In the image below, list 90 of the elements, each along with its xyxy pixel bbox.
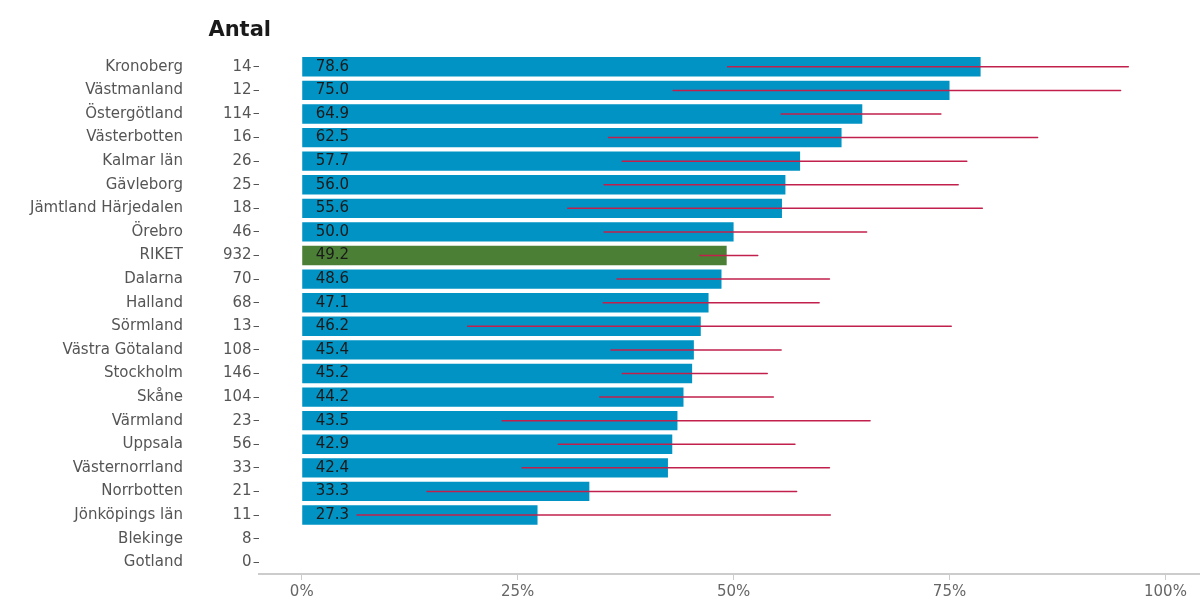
y2-tick-label: 104 [222, 386, 252, 405]
y-tick-label: Västmanland [85, 80, 183, 99]
y2-tick-label: 16 [232, 127, 252, 146]
bar [302, 481, 590, 502]
data-label: 33.3 [315, 481, 350, 500]
y2-tick-label: 68 [232, 292, 252, 311]
data-label: 42.9 [315, 434, 350, 453]
y2-tick-label: 56 [232, 434, 252, 453]
data-label: 55.6 [315, 198, 350, 217]
y-tick-label: Västernorrland [72, 457, 183, 476]
data-label: 27.3 [315, 504, 350, 523]
data-label: 44.2 [315, 386, 350, 405]
y-tick-label: Kronoberg [105, 56, 183, 75]
y2-tick-label: 8 [242, 528, 252, 547]
bar [302, 245, 727, 266]
bar [302, 222, 734, 242]
data-label: 56.0 [315, 174, 350, 193]
y-tick-label: Blekinge [118, 528, 183, 547]
y-tick-label: Uppsala [122, 434, 183, 453]
bar [302, 340, 694, 360]
y-tick-label: Skåne [137, 386, 183, 405]
x-tick-label: 0% [289, 581, 314, 600]
y-tick-label: Norrbotten [101, 481, 183, 500]
bar [302, 410, 678, 431]
bar [302, 80, 950, 101]
y-tick-label: Örebro [131, 220, 183, 240]
bar [302, 387, 684, 407]
data-label: 42.4 [315, 457, 350, 476]
y2-tick-label: 108 [222, 339, 252, 358]
data-label: 49.2 [315, 245, 350, 264]
y-tick-label: Gotland [123, 552, 183, 571]
bar [302, 127, 842, 148]
data-label: 45.4 [315, 339, 350, 358]
y2-tick-label: 70 [232, 269, 252, 287]
x-tick-label: 25% [500, 581, 535, 600]
data-label: 43.5 [315, 410, 350, 429]
bar [302, 269, 722, 289]
y-tick-label: Jämtland Härjedalen [28, 198, 183, 217]
y-tick-label: Dalarna [124, 269, 183, 287]
data-label: 57.7 [315, 151, 350, 170]
x-tick-label: 75% [932, 581, 967, 600]
y-axis-title: Antal [208, 17, 272, 41]
y2-tick-label: 14 [232, 56, 252, 75]
y2-tick-label: 21 [232, 481, 252, 500]
y2-tick-label: 11 [232, 504, 252, 523]
y2-tick-label: 114 [222, 103, 252, 122]
y2-tick-label: 146 [222, 363, 252, 382]
y2-tick-label: 18 [232, 198, 252, 217]
data-label: 50.0 [315, 221, 350, 240]
bar [302, 198, 782, 219]
data-label: 75.0 [315, 80, 350, 99]
data-label: 45.2 [315, 363, 350, 382]
bar [302, 434, 673, 454]
y2-tick-label: 33 [232, 457, 252, 476]
bar [302, 293, 709, 313]
y-tick-label: RIKET [139, 245, 184, 264]
bar [302, 458, 668, 478]
y2-tick-label: 25 [232, 174, 252, 193]
data-label: 62.5 [315, 127, 350, 146]
bar [302, 104, 863, 124]
y-tick-label: Västra Götaland [62, 339, 183, 358]
y2-tick-label: 23 [232, 410, 252, 429]
bar [302, 505, 538, 525]
y2-tick-label: 13 [232, 316, 252, 335]
y2-tick-label: 46 [232, 221, 252, 240]
bar [302, 151, 801, 171]
data-label: 47.1 [315, 292, 350, 311]
y-tick-label: Östergötland [85, 102, 183, 122]
bar [302, 175, 786, 195]
y-tick-label: Kalmar län [102, 151, 183, 170]
y2-tick-label: 0 [242, 552, 252, 571]
data-label: 64.9 [315, 103, 350, 122]
bar [302, 316, 701, 336]
y-tick-label: Västerbotten [86, 127, 183, 146]
y2-tick-label: 26 [232, 151, 252, 170]
data-label: 46.2 [315, 316, 350, 335]
y-tick-label: Gävleborg [105, 174, 183, 193]
y-tick-label: Sörmland [111, 316, 183, 335]
bar [302, 57, 981, 77]
y-tick-label: Halland [125, 292, 183, 311]
x-tick-label: 100% [1144, 581, 1187, 600]
y-tick-label: Stockholm [103, 363, 183, 382]
data-label: 48.6 [315, 269, 350, 287]
y-tick-label: Jönköpings län [73, 504, 183, 523]
bar [302, 363, 693, 384]
y2-tick-label: 12 [232, 80, 252, 99]
x-tick-label: 50% [716, 581, 751, 600]
y2-tick-label: 932 [222, 245, 252, 264]
data-label: 78.6 [315, 56, 350, 75]
y-tick-label: Värmland [111, 410, 183, 429]
